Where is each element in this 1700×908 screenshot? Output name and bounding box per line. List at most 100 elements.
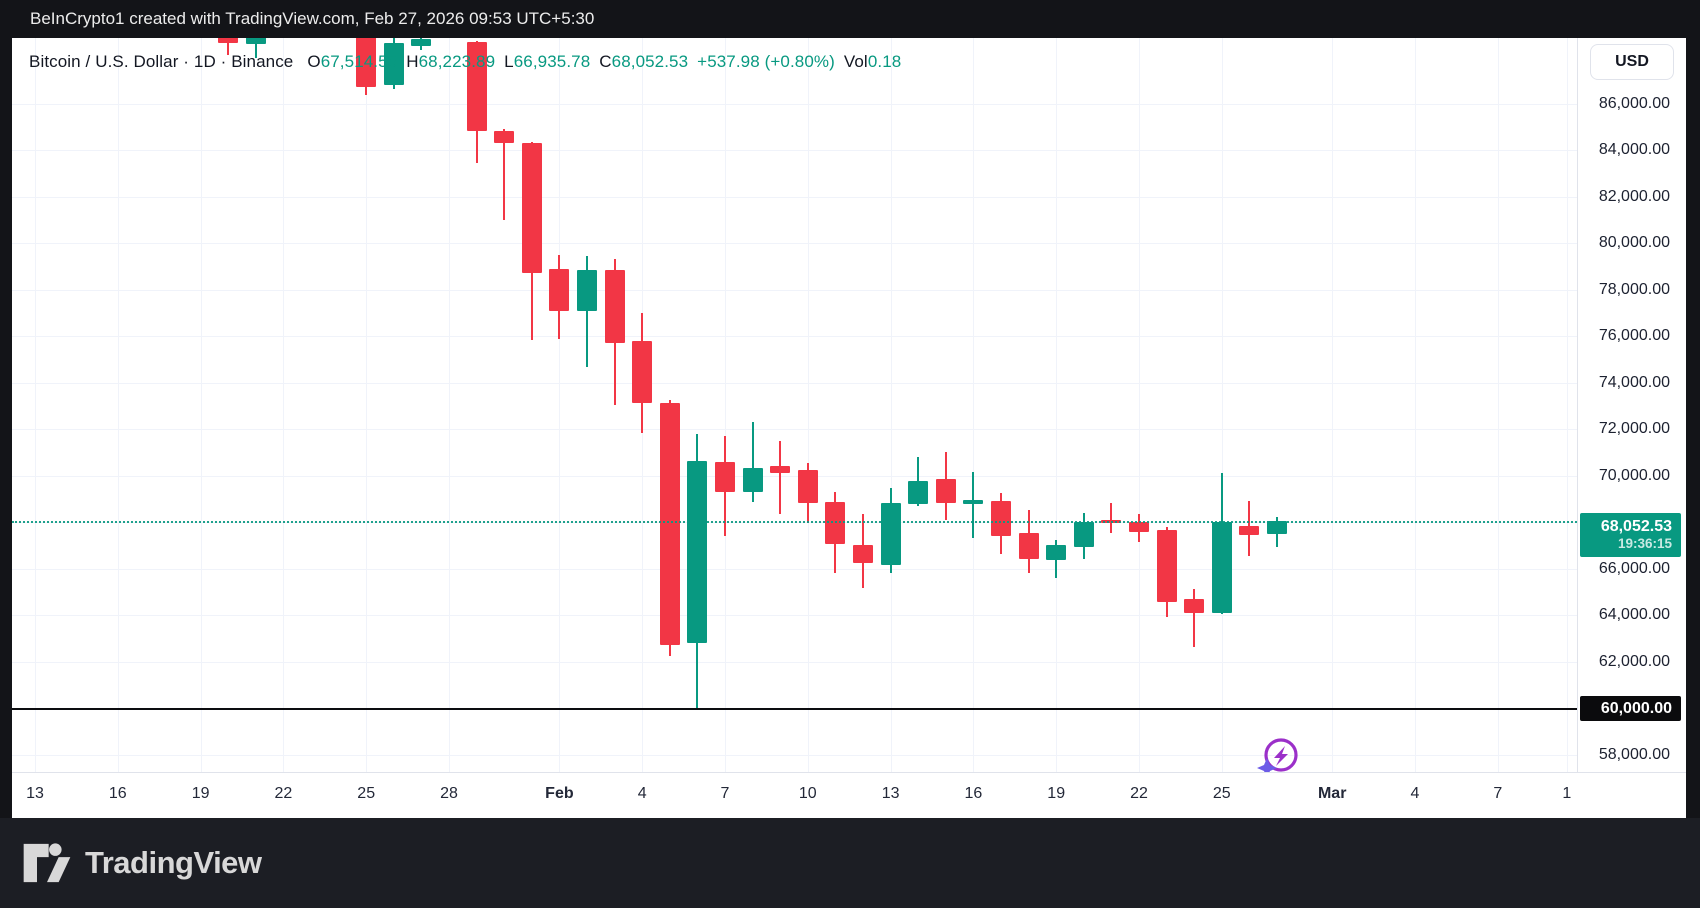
symbol-title[interactable]: Bitcoin / U.S. Dollar · 1D · Binance	[29, 52, 294, 71]
time-axis-label: 4	[1410, 785, 1420, 802]
time-axis-label: 4	[637, 785, 647, 802]
price-axis-label: 86,000.00	[1598, 94, 1670, 112]
candle[interactable]	[963, 499, 984, 505]
time-axis-label: 22	[1130, 785, 1148, 802]
candle[interactable]	[687, 460, 708, 643]
candle[interactable]	[549, 268, 570, 311]
sparkle-star-icon	[1257, 758, 1277, 772]
candle[interactable]	[715, 461, 735, 492]
candle[interactable]	[466, 41, 487, 132]
gridline-vertical	[35, 38, 36, 772]
candle[interactable]	[577, 269, 597, 311]
gridline-horizontal	[12, 103, 1577, 105]
candle-wick	[972, 471, 975, 539]
candle-wick	[586, 255, 588, 367]
time-axis-label: 7	[1493, 785, 1503, 802]
candle[interactable]	[797, 469, 818, 503]
candle[interactable]	[1211, 521, 1232, 613]
gridline-horizontal	[12, 289, 1577, 291]
gridline-vertical	[1415, 38, 1416, 772]
price-axis[interactable]: USD 68,052.53 19:36:15 60,000.00 86,000.…	[1577, 38, 1686, 772]
candle[interactable]	[1046, 545, 1067, 560]
time-axis-label: Feb	[545, 785, 574, 802]
gridline-horizontal	[12, 568, 1577, 570]
horizontal-level-line[interactable]	[12, 708, 1577, 711]
price-axis-label: 74,000.00	[1598, 373, 1670, 391]
tradingview-wordmark[interactable]: TradingView	[85, 845, 262, 880]
candle-wick	[227, 38, 230, 55]
candle[interactable]	[383, 43, 404, 85]
ohlc-token: L66,935.78	[504, 52, 591, 71]
gridline-vertical	[200, 38, 202, 772]
gridline-horizontal	[12, 243, 1577, 245]
time-axis-label: 28	[440, 785, 458, 802]
candle[interactable]	[853, 545, 873, 563]
candle[interactable]	[1018, 533, 1039, 559]
time-axis-label: 25	[357, 785, 376, 802]
candle[interactable]	[880, 502, 901, 565]
price-axis-label: 64,000.00	[1598, 606, 1670, 624]
gridline-horizontal	[12, 755, 1577, 756]
time-axis-label: 1	[1562, 785, 1572, 802]
candle[interactable]	[1073, 521, 1094, 547]
price-axis-label: 84,000.00	[1598, 141, 1670, 159]
candle[interactable]	[770, 465, 791, 473]
gridline-vertical	[1056, 38, 1058, 772]
volume-value: 0.18	[867, 52, 902, 71]
gridline-vertical	[725, 38, 726, 772]
candle[interactable]	[1184, 599, 1205, 614]
bar-countdown: 19:36:15	[1617, 536, 1672, 552]
candle[interactable]	[659, 403, 680, 645]
gridline-horizontal	[12, 196, 1577, 198]
candle[interactable]	[1129, 521, 1149, 532]
candle[interactable]	[411, 38, 432, 46]
candle-wick	[1110, 503, 1113, 533]
ai-sparkle-icon[interactable]	[1252, 730, 1306, 772]
candle[interactable]	[908, 480, 929, 505]
tradingview-logo-icon[interactable]	[22, 840, 72, 886]
candle-wick	[779, 441, 782, 515]
gridline-horizontal	[12, 429, 1577, 431]
time-axis-label: 16	[964, 785, 983, 802]
price-axis-label: 70,000.00	[1598, 466, 1670, 484]
attribution-text: BeInCrypto1 created with TradingView.com…	[30, 9, 595, 28]
gridline-vertical	[1221, 38, 1223, 772]
time-axis-label: 13	[881, 785, 900, 802]
ohlc-token: C68,052.53	[599, 52, 689, 71]
footer-bar: TradingView	[0, 818, 1700, 908]
candle[interactable]	[632, 341, 653, 404]
attribution-banner: BeInCrypto1 created with TradingView.com…	[0, 0, 1700, 38]
time-axis-label: 10	[798, 785, 817, 802]
time-axis-label: 19	[191, 785, 210, 802]
candle[interactable]	[245, 38, 266, 45]
time-axis-label: 7	[720, 785, 730, 802]
gridline-vertical	[366, 38, 368, 772]
gridline-vertical	[283, 38, 285, 772]
currency-button[interactable]: USD	[1590, 44, 1674, 80]
gridline-vertical	[973, 38, 975, 772]
candle[interactable]	[742, 468, 763, 492]
candle[interactable]	[218, 38, 239, 44]
price-axis-label: 58,000.00	[1598, 746, 1670, 763]
lightning-bolt-icon	[1274, 746, 1288, 766]
current-price-value: 68,052.53	[1600, 518, 1672, 536]
price-axis-label: 76,000.00	[1598, 327, 1670, 345]
time-axis-label: Mar	[1317, 785, 1347, 802]
price-axis-label: 66,000.00	[1598, 559, 1670, 577]
candle[interactable]	[604, 269, 625, 343]
candle[interactable]	[1239, 525, 1260, 535]
candle[interactable]	[494, 131, 515, 143]
candle[interactable]	[521, 142, 542, 273]
time-axis-label: 16	[108, 785, 127, 802]
chart-plot-area[interactable]: Bitcoin / U.S. Dollar · 1D · Binance O67,…	[12, 38, 1577, 772]
gridline-horizontal	[12, 336, 1577, 338]
candle[interactable]	[356, 38, 377, 87]
chart-legend: Bitcoin / U.S. Dollar · 1D · Binance O67,…	[29, 52, 901, 72]
candle[interactable]	[935, 479, 956, 503]
price-axis-label: 72,000.00	[1598, 420, 1670, 438]
candle[interactable]	[1267, 521, 1287, 534]
candle-wick	[254, 38, 257, 59]
time-axis[interactable]: 13 16 19 22 25 28 Feb 4 7 10 13 16 19 22 25 Mar 4 7 1	[12, 772, 1686, 818]
candle[interactable]	[1156, 529, 1177, 602]
candle[interactable]	[991, 501, 1011, 536]
